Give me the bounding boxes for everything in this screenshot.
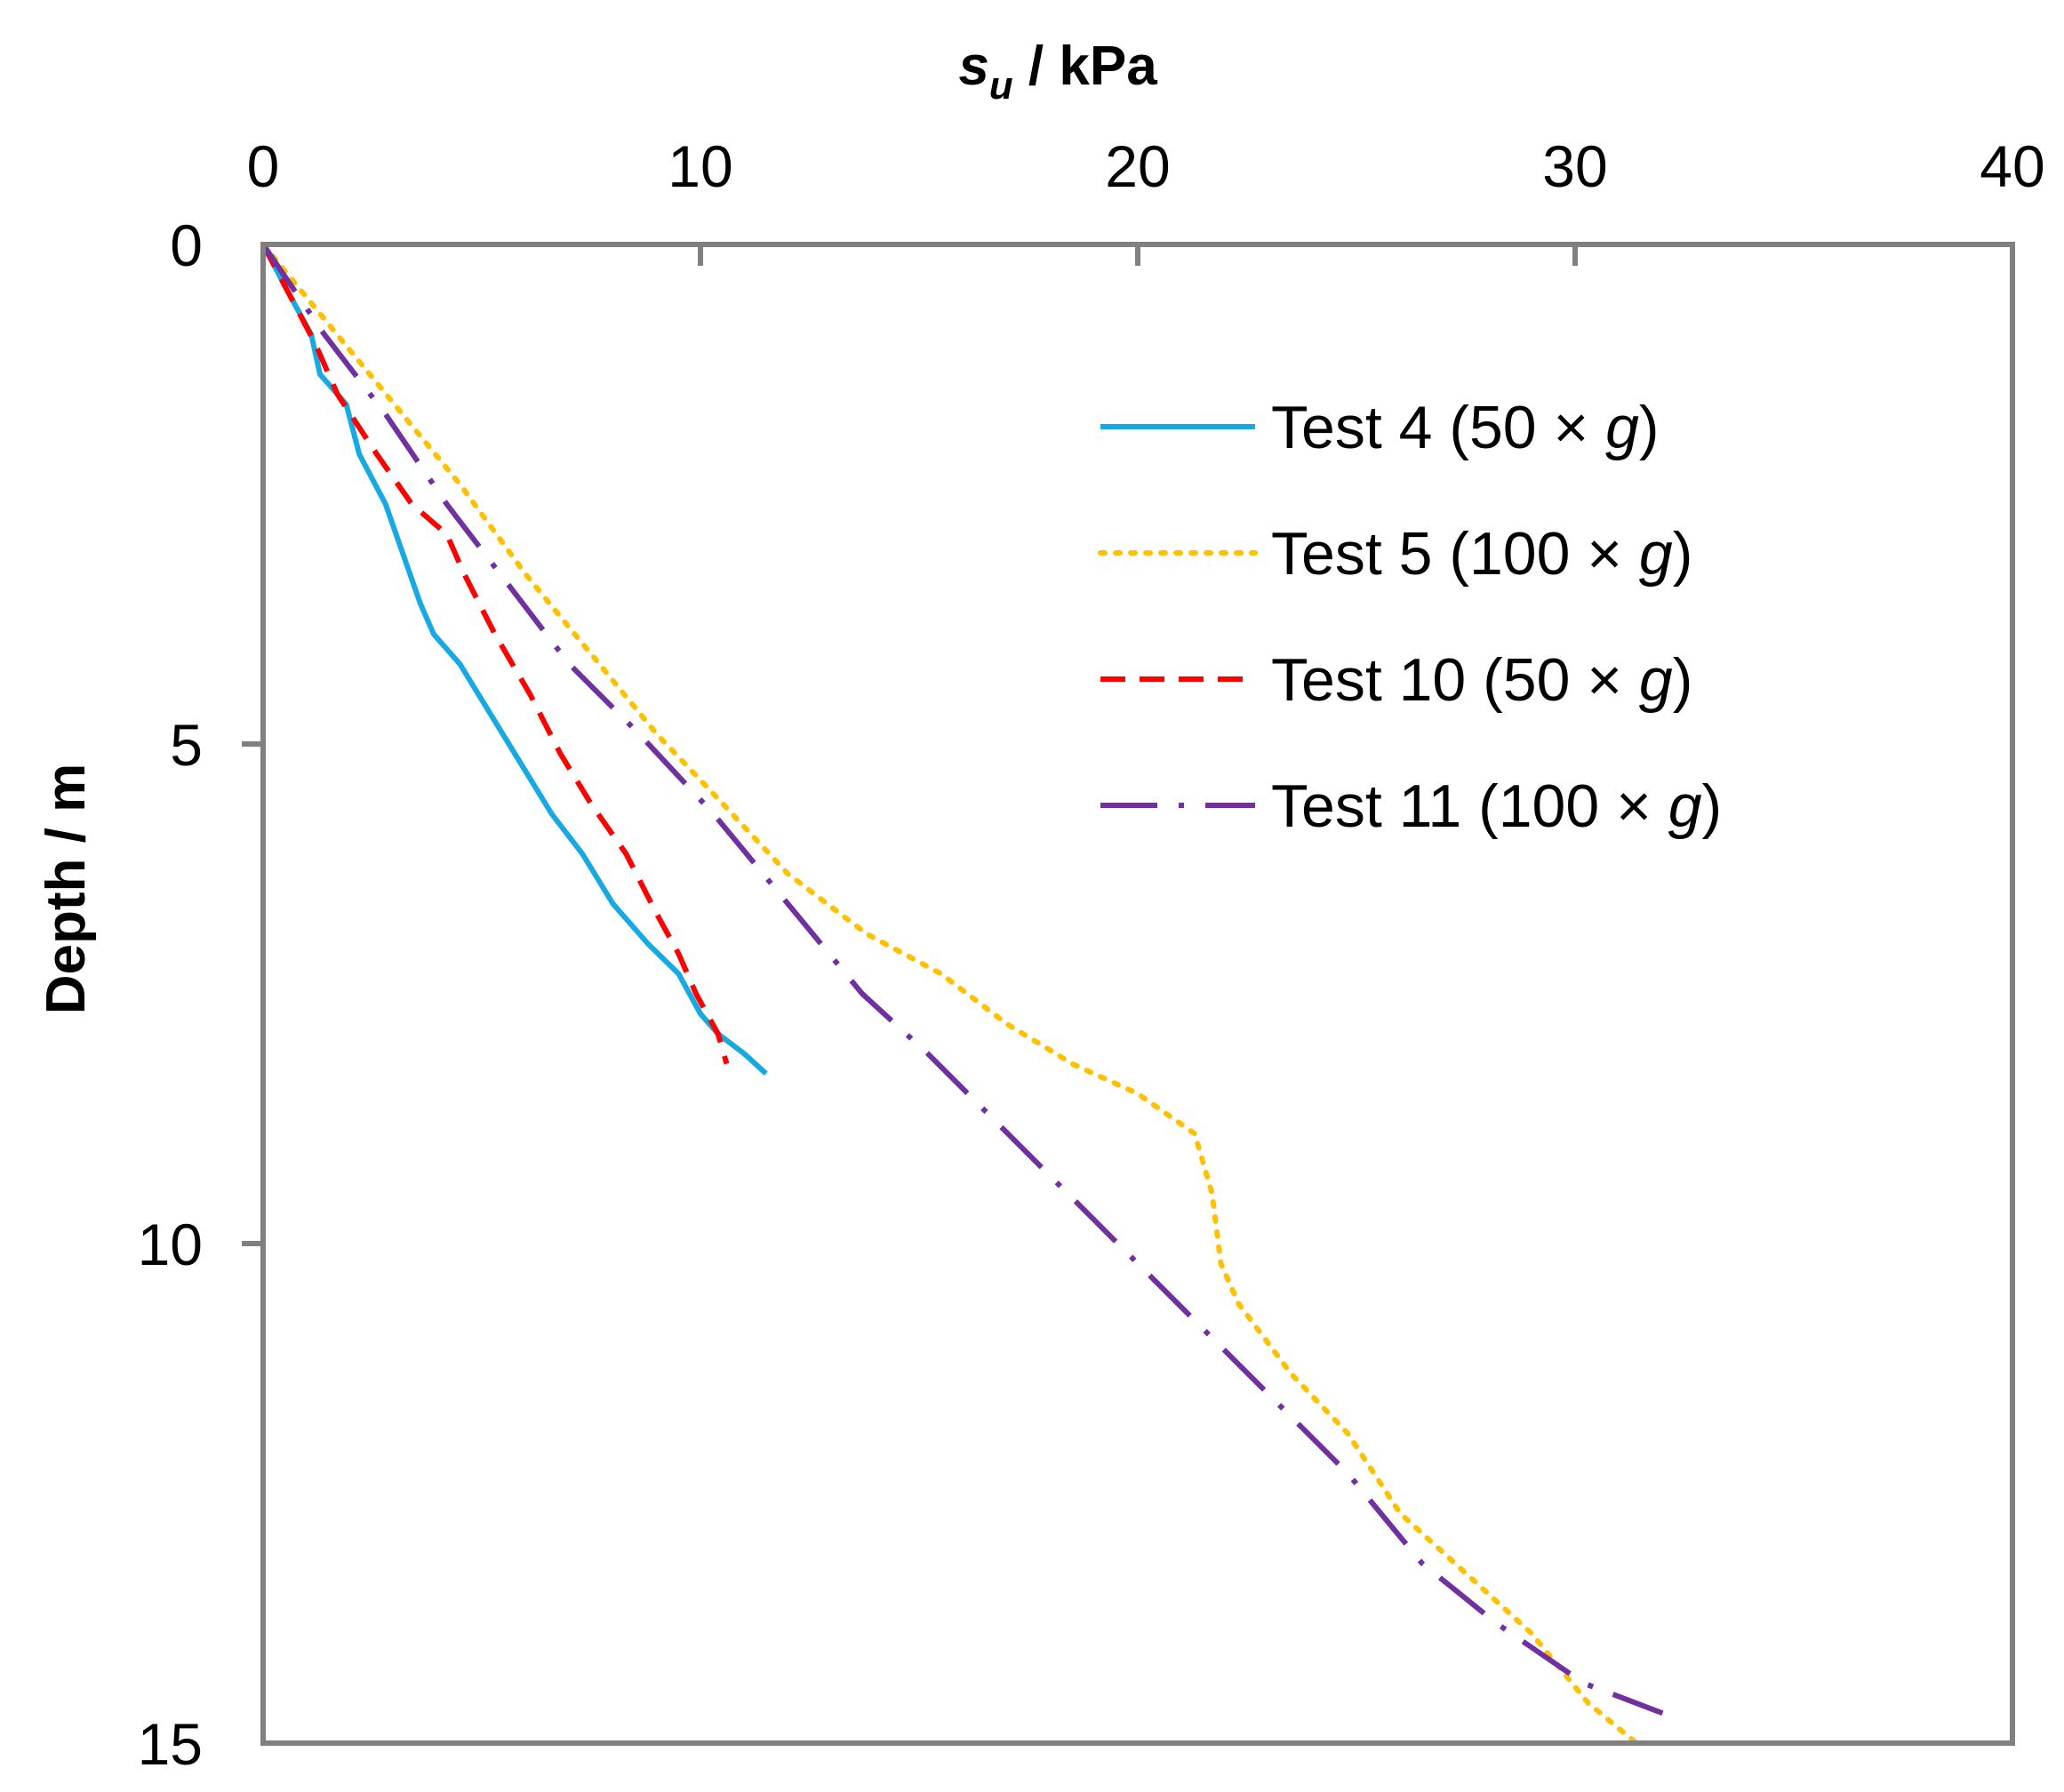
x-axis-title-subscript: u: [989, 64, 1013, 108]
legend-label-1: Test 4 (50 × g): [1271, 394, 1660, 461]
y-tick-labels: 0 5 10 15: [138, 212, 203, 1777]
legend-label-italic: g: [1605, 394, 1639, 461]
legend-label-suffix: ): [1673, 646, 1693, 714]
x-tick-label: 0: [247, 133, 280, 199]
legend-label-text: Test 5 (100 ×: [1271, 520, 1639, 588]
y-tick-label: 0: [170, 212, 203, 278]
legend-label-4: Test 11 (100 × g): [1271, 772, 1722, 840]
tick-marks: [242, 244, 1578, 1246]
legend-label-text: Test 11 (100 ×: [1271, 772, 1668, 840]
x-axis-title-rest: / kPa: [1013, 36, 1158, 97]
legend-label-3: Test 10 (50 × g): [1271, 646, 1692, 714]
legend-label-suffix: ): [1673, 520, 1693, 588]
y-tick-label: 10: [138, 1212, 203, 1277]
series-line-4: [260, 243, 1664, 1716]
legend-label-text: Test 4 (50 ×: [1271, 394, 1605, 461]
x-tick-labels: 0 10 20 30 40: [247, 133, 2045, 199]
y-tick-label: 15: [138, 1711, 203, 1777]
x-axis-title: su / kPa: [958, 36, 1157, 108]
legend-label-suffix: ): [1702, 772, 1723, 840]
y-tick-label: 5: [170, 712, 203, 778]
plot-frame: [260, 242, 2015, 1746]
x-axis-title-main: s: [958, 36, 988, 97]
legend: Test 4 (50 × g)Test 5 (100 × g)Test 10 (…: [1098, 394, 1722, 840]
series-lines: [260, 242, 1664, 1746]
legend-label-2: Test 5 (100 × g): [1271, 520, 1692, 588]
legend-label-suffix: ): [1639, 394, 1660, 461]
x-tick-label: 40: [1980, 133, 2044, 199]
series-line-3: [260, 243, 730, 1065]
legend-label-text: Test 10 (50 ×: [1271, 646, 1639, 714]
x-tick-label: 30: [1542, 133, 1607, 199]
y-axis-title: Depth / m: [36, 764, 97, 1014]
legend-label-italic: g: [1639, 646, 1673, 714]
x-tick-label: 10: [668, 133, 732, 199]
legend-label-italic: g: [1668, 772, 1702, 840]
x-tick-label: 20: [1105, 133, 1170, 199]
series-line-1: [260, 243, 768, 1076]
legend-label-italic: g: [1639, 520, 1673, 588]
series-line-2: [260, 242, 1639, 1746]
